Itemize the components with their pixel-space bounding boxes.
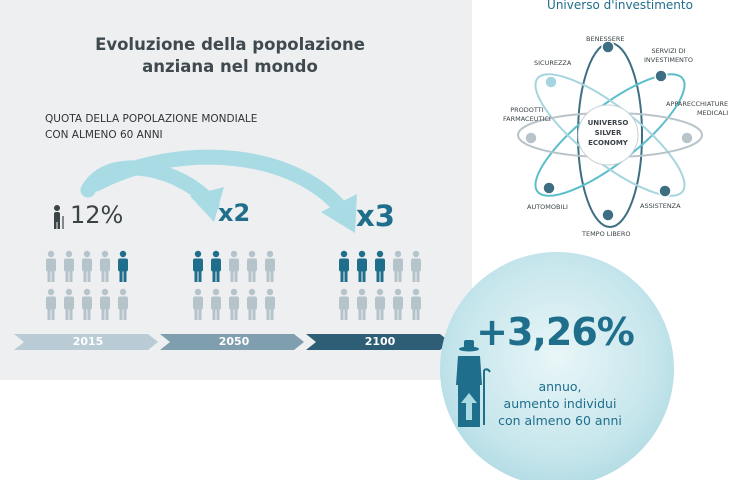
timeline-2100-label: 2100	[364, 335, 396, 348]
universe-title: Universo d'investimento	[547, 0, 693, 12]
panel-title: Evoluzione della popolazione anziana nel…	[95, 35, 365, 76]
node-label-automobili: AUTOMOBILI	[527, 203, 568, 211]
medical-device-icon	[680, 131, 694, 145]
timeline-2050-label: 2050	[218, 335, 250, 348]
growth-description: annuo, aumento individui con almeno 60 a…	[498, 379, 622, 428]
node-label-apparecchiature: APPARECCHIATURE MEDICALI	[666, 100, 729, 117]
node-label-tempo-libero: TEMPO LIBERO	[582, 230, 631, 238]
multiplier-2100: x3	[356, 199, 395, 233]
leisure-icon	[601, 208, 615, 222]
pill-icon	[524, 131, 538, 145]
node-label-servizi: SERVIZI DI INVESTIMENTO	[644, 47, 694, 64]
panel-subtitle: QUOTA DELLA POPOLAZIONE MONDIALE CON ALM…	[45, 113, 258, 141]
share-2015: 12%	[70, 201, 124, 229]
node-label-assistenza: ASSISTENZA	[640, 202, 681, 210]
shield-icon	[544, 75, 558, 89]
node-label-farmaceutici: PRODOTTI FARMACEUTICI	[503, 106, 551, 123]
people-icon	[658, 184, 672, 198]
growth-bubble	[440, 252, 674, 480]
universe-center-label: UNIVERSO SILVER ECONOMY	[587, 119, 629, 147]
node-label-sicurezza: SICUREZZA	[534, 59, 572, 67]
growth-value: +3,26%	[476, 310, 635, 354]
node-label-benessere: BENESSERE	[586, 35, 625, 43]
car-icon	[542, 181, 556, 195]
multiplier-2050: x2	[218, 199, 251, 227]
timeline-2015-label: 2015	[72, 335, 104, 348]
money-icon	[654, 69, 668, 83]
